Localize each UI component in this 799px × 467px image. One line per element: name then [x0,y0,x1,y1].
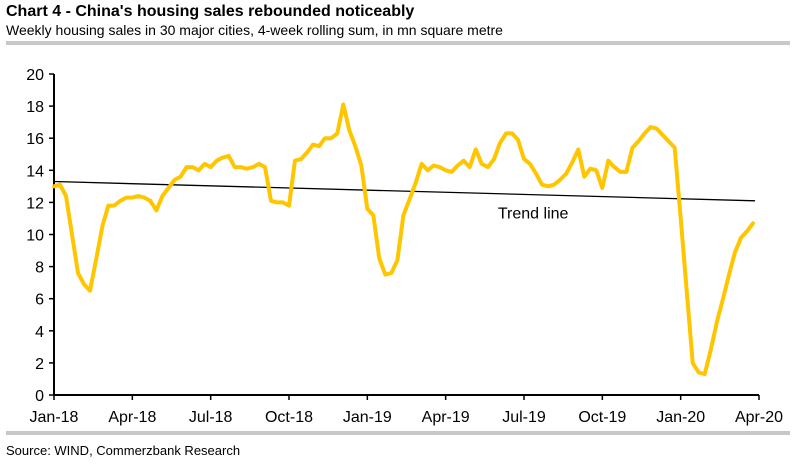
trend-line-label: Trend line [498,205,569,222]
y-tick-label: 12 [26,195,44,212]
trend-line [53,180,756,202]
trend-line-group [53,180,756,202]
y-tick-label: 6 [35,292,44,309]
y-tick-label: 0 [35,388,44,405]
x-tick-label: Jan-18 [30,409,79,426]
x-tick-label: Apr-20 [735,409,783,426]
y-tick-label: 2 [35,356,44,373]
x-tick-label: Jan-19 [343,409,392,426]
y-tick-label: 10 [26,228,44,245]
y-tick-label: 20 [26,67,44,84]
y-tick-label: 8 [35,260,44,277]
y-tick-label: 14 [26,163,44,180]
x-tick-label: Oct-18 [265,409,313,426]
x-tick-label: Apr-18 [108,409,156,426]
x-tick-label: Apr-19 [422,409,470,426]
series-group [52,102,755,377]
chart-title: Chart 4 - China's housing sales rebounde… [6,3,415,20]
y-tick-label: 18 [26,99,44,116]
axes: 0 2 4 6 8 10 12 14 16 18 20 Jan-18 Apr-18 Jul-18 Oct-1… [26,67,783,426]
top-divider [6,41,790,45]
x-tick-label: Jul-18 [189,409,233,426]
annotations: Trend line [498,205,569,222]
y-tick-label: 16 [26,131,44,148]
y-tick-label: 4 [35,324,44,341]
bottom-divider [6,431,790,435]
chart-subtitle: Weekly housing sales in 30 major cities,… [6,22,503,38]
housing-sales-line [52,102,755,377]
x-tick-label: Oct-19 [578,409,626,426]
x-tick-label: Jul-19 [502,409,546,426]
source-note: Source: WIND, Commerzbank Research [6,443,241,458]
x-tick-label: Jan-20 [656,409,705,426]
